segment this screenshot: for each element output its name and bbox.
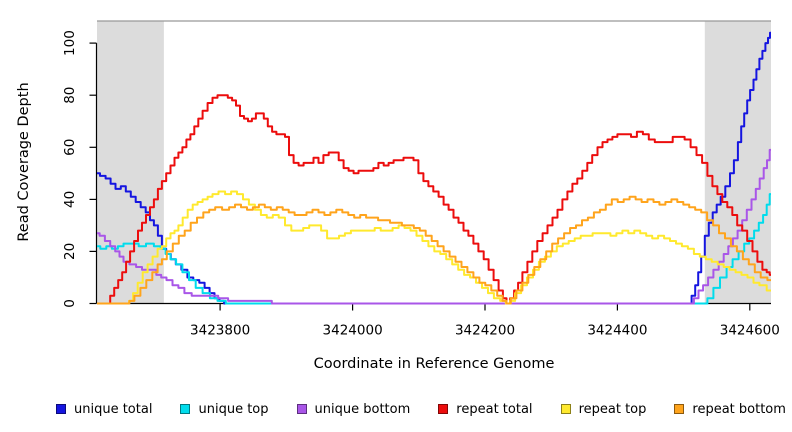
- legend-item-repeat-bottom: repeat bottom: [674, 402, 786, 417]
- legend-swatch-unique-top: [180, 404, 191, 414]
- legend-label-repeat-bottom: repeat bottom: [692, 401, 786, 417]
- y-tick-label: 20: [62, 243, 78, 260]
- legend-label-unique-total: unique total: [74, 401, 153, 417]
- legend-swatch-unique-total: [56, 404, 66, 414]
- x-tick-label: 3424000: [323, 323, 383, 339]
- x-tick-label: 3424400: [587, 323, 647, 339]
- legend-label-unique-top: unique top: [198, 401, 269, 417]
- y-tick-label: 80: [62, 87, 78, 104]
- legend-swatch-repeat-total: [438, 404, 449, 414]
- y-tick-label: 100: [62, 30, 78, 56]
- x-tick-label: 3423800: [190, 323, 250, 339]
- series-line-unique-top: [97, 193, 771, 305]
- y-tick-label: 0: [62, 299, 78, 308]
- legend-item-unique-top: unique top: [180, 401, 269, 417]
- legend-item-unique-total: unique total: [56, 402, 152, 417]
- series-line-repeat-total: [97, 94, 771, 305]
- legend-item-repeat-top: repeat top: [560, 401, 647, 417]
- series-line-repeat-top: [97, 190, 771, 305]
- y-tick-label: 60: [62, 139, 78, 156]
- legend-swatch-repeat-top: [560, 404, 571, 414]
- x-tick-label: 3424200: [455, 323, 515, 339]
- y-axis-title: Read Coverage Depth: [16, 82, 32, 242]
- x-axis-title: Coordinate in Reference Genome: [313, 356, 555, 372]
- series-line-unique-total: [97, 31, 771, 305]
- y-tick-label: 40: [62, 191, 78, 208]
- legend-swatch-unique-bottom: [296, 404, 307, 414]
- legend-item-unique-bottom: unique bottom: [296, 401, 411, 417]
- legend-label-unique-bottom: unique bottom: [314, 401, 411, 417]
- legend-item-repeat-total: repeat total: [438, 401, 533, 417]
- x-tick-label: 3424600: [720, 323, 780, 339]
- legend-swatch-repeat-bottom: [674, 404, 685, 414]
- series-line-repeat-bottom: [97, 195, 771, 305]
- legend-label-repeat-total: repeat total: [456, 401, 533, 417]
- legend: unique total unique top unique bottom repea…: [56, 398, 786, 420]
- legend-label-repeat-top: repeat top: [578, 401, 647, 417]
